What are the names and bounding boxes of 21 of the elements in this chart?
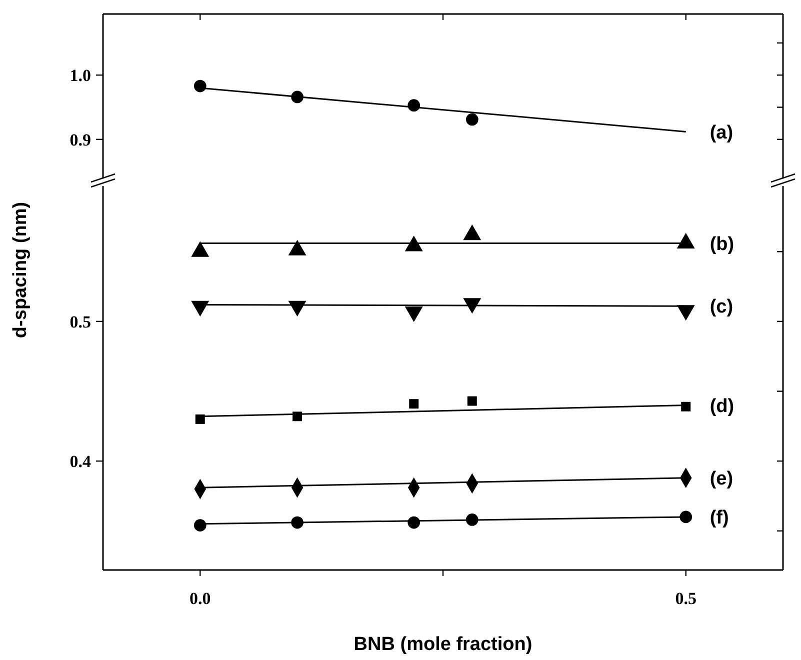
legend-label: (a) [710, 122, 734, 144]
series-label: (f) [710, 508, 729, 529]
y-tick-label: 0.4 [70, 452, 92, 472]
y-tick-label: 0.9 [70, 130, 91, 150]
point [680, 510, 692, 524]
point [681, 402, 691, 412]
point [195, 414, 205, 424]
series-label: (c) [710, 296, 734, 318]
point [194, 80, 206, 92]
legend-label: (b) [710, 234, 734, 255]
point [409, 399, 419, 409]
point [194, 519, 206, 532]
series-label: (d) [710, 396, 734, 417]
y-tick-label: 1.0 [70, 66, 91, 86]
point [467, 396, 477, 406]
y-tick-label: 0.5 [70, 312, 91, 332]
y-axis-title: d-spacing (nm) [10, 202, 31, 338]
x-axis-title: BNB (mole fraction) [354, 634, 532, 655]
x-tick-label: 0.0 [190, 589, 211, 608]
series-label: (e) [710, 468, 734, 490]
point [466, 113, 478, 126]
